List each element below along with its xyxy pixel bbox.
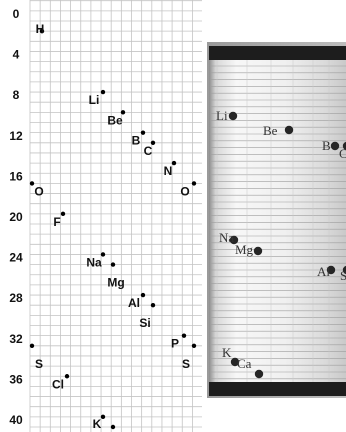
cylinder-label-na: Na [219, 230, 235, 245]
element-label-li: Li [89, 93, 100, 107]
cylinder-label-li: Li [216, 108, 228, 123]
cylinder-dot-na [229, 235, 239, 245]
cylinder-label-c: C [339, 146, 346, 161]
element-dot-be [120, 110, 126, 115]
cylinder-dot-s [342, 265, 346, 275]
element-label-cl: Cl [52, 377, 64, 391]
element-dot-f [60, 211, 66, 217]
element-label-h: H [36, 22, 45, 36]
element-dots [29, 28, 197, 430]
element-dot-na [100, 252, 106, 257]
cylinder-dot-mg [253, 246, 263, 256]
element-label-k: K [93, 417, 102, 431]
y-tick-label: 4 [13, 48, 20, 62]
cylinder-dot-c [342, 141, 346, 151]
element-dot-ca [110, 424, 116, 430]
element-label-mg: Mg [107, 276, 124, 290]
cylinder-label-al: Al [317, 264, 330, 279]
cylinder-dot-li [228, 111, 238, 121]
element-dot-li [100, 89, 106, 95]
element-labels: HLiBeBCNOOFNaMgAlSiPSSClKCa [34, 22, 190, 431]
y-tick-label: 28 [9, 291, 23, 305]
element-label-n: N [164, 164, 173, 178]
element-dot-h [39, 28, 45, 34]
cylinder-label-be: Be [263, 123, 278, 138]
y-tick-label: 36 [9, 372, 23, 386]
element-label-s: S [182, 357, 190, 371]
element-dot-b [140, 130, 146, 135]
cylinder-label-s: S [340, 268, 346, 283]
element-dot-cl [64, 374, 70, 379]
y-tick-label: 32 [9, 332, 23, 346]
element-label-c: C [144, 144, 153, 158]
element-dot-s [29, 343, 35, 348]
element-dot-c [150, 140, 156, 145]
element-label-s: S [35, 357, 43, 371]
cylinder-dot-b [330, 141, 340, 151]
cylinder-label-k: K [222, 345, 232, 360]
element-dot-o [191, 181, 197, 186]
cylinder-label-b: B [322, 138, 331, 153]
element-label-be: Be [107, 113, 123, 127]
grid-lines [29, 0, 202, 432]
element-dot-n [171, 160, 177, 166]
cylinder-top-rim [209, 46, 346, 60]
element-label-al: Al [128, 296, 140, 310]
element-dot-o [29, 181, 35, 186]
element-label-o: O [180, 184, 189, 198]
y-tick-label: 16 [9, 169, 23, 183]
y-tick-label: 24 [9, 251, 23, 265]
element-dot-mg [110, 262, 116, 267]
cylinder-dot-al [326, 265, 336, 275]
element-label-b: B [132, 134, 141, 148]
element-dot-al [140, 292, 146, 298]
element-label-o: O [34, 184, 43, 198]
y-tick-label: 12 [9, 129, 23, 143]
cylinder-label-mg: Mg [235, 242, 254, 257]
cylinder-photo: Li Be B C Na Mg Al S K Ca [207, 42, 346, 398]
element-dot-si [150, 303, 156, 308]
y-tick-label: 8 [13, 88, 20, 102]
cylinder-dot-ca [254, 369, 264, 379]
cylinder-dot-k [230, 357, 240, 367]
cylinder-svg [207, 42, 346, 398]
element-label-si: Si [139, 316, 150, 330]
element-label-na: Na [86, 255, 102, 269]
y-axis-ticks: 0 4 8 12 16 20 24 28 32 36 40 [9, 7, 23, 427]
element-dot-s [191, 343, 197, 348]
cylinder-bottom-rim [209, 382, 346, 396]
y-tick-label: 20 [9, 210, 23, 224]
element-dot-k [100, 414, 106, 420]
element-label-p: P [171, 337, 179, 351]
cylinder-label-ca: Ca [237, 356, 252, 371]
element-label-f: F [53, 215, 60, 229]
cylinder-dot-be [284, 125, 294, 135]
element-dot-p [181, 333, 187, 338]
y-tick-label: 0 [13, 7, 20, 21]
y-tick-label: 40 [9, 413, 23, 427]
